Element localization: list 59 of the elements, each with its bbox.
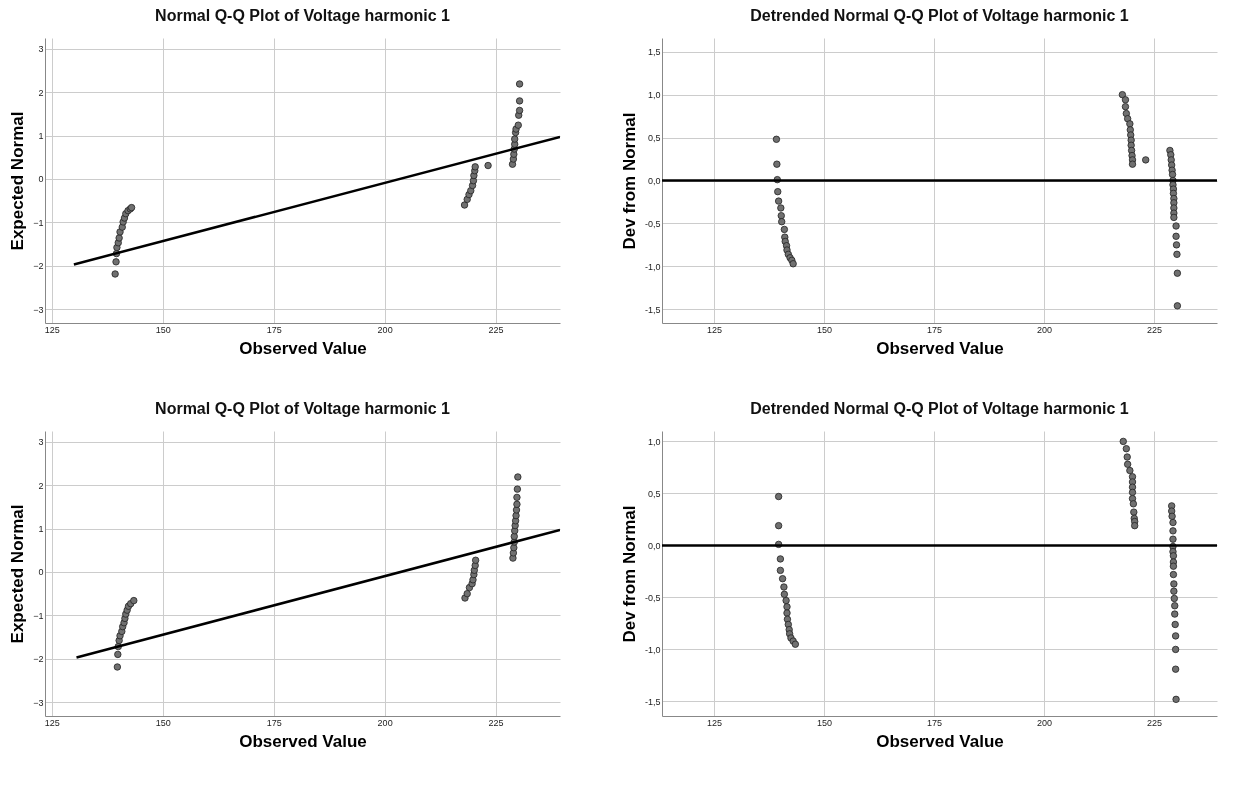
y-tick-label: -1,0 — [644, 644, 661, 655]
x-tick-label: 200 — [1037, 717, 1053, 728]
y-tick-label: 3 — [38, 437, 44, 448]
x-tick-label: 150 — [816, 717, 832, 728]
y-tick-label: −3 — [33, 697, 44, 708]
y-axis-title: Expected Normal — [8, 504, 28, 644]
x-tick-label: 125 — [706, 717, 722, 728]
y-tick-label: −3 — [33, 304, 44, 315]
y-tick-label: 0,5 — [647, 133, 661, 144]
y-tick-label: 0 — [38, 174, 44, 185]
x-axis-title: Observed Value — [876, 338, 1004, 358]
x-tick-label: 200 — [377, 324, 393, 335]
x-axis-title: Observed Value — [239, 731, 367, 751]
x-tick-label: 200 — [1037, 324, 1053, 335]
x-tick-label: 225 — [488, 324, 504, 335]
x-tick-label: 125 — [706, 324, 722, 335]
x-tick-label: 175 — [266, 324, 282, 335]
x-tick-label: 225 — [488, 717, 504, 728]
x-tick-label: 125 — [44, 324, 60, 335]
y-tick-label: 1,0 — [647, 90, 661, 101]
x-tick-label: 200 — [377, 717, 393, 728]
y-tick-label: -0,5 — [644, 592, 661, 603]
x-tick-label: 225 — [1147, 324, 1163, 335]
y-tick-label: 0,0 — [647, 176, 661, 186]
y-tick-label: −1 — [33, 610, 44, 621]
chart-title: Normal Q-Q Plot of Voltage harmonic 1 — [155, 400, 451, 417]
y-tick-label: 1,0 — [647, 436, 661, 447]
y-tick-label: -1,5 — [644, 304, 661, 315]
x-tick-label: 125 — [44, 717, 60, 728]
x-tick-label: 225 — [1147, 717, 1163, 728]
y-tick-label: 2 — [38, 480, 44, 491]
x-tick-label: 150 — [816, 324, 832, 335]
x-axis-title: Observed Value — [876, 731, 1004, 751]
x-tick-label: 150 — [155, 717, 171, 728]
y-tick-label: 2 — [38, 87, 44, 98]
y-tick-label: 0 — [38, 567, 44, 578]
chart-title: Detrended Normal Q-Q Plot of Voltage harmonic 1 — [750, 7, 1129, 24]
y-tick-label: -0,5 — [644, 218, 661, 229]
x-tick-label: 150 — [155, 324, 171, 335]
y-tick-label: −1 — [33, 217, 44, 228]
x-tick-label: 175 — [926, 324, 943, 335]
x-tick-label: 175 — [266, 717, 282, 728]
y-tick-label: 1 — [38, 524, 44, 535]
chart-title: Detrended Normal Q-Q Plot of Voltage harmonic 1 — [750, 400, 1129, 417]
y-tick-label: −2 — [33, 654, 44, 665]
y-axis-title: Expected Normal — [8, 111, 28, 251]
y-tick-label: −2 — [33, 261, 44, 272]
y-tick-label: -1,5 — [644, 696, 661, 707]
y-tick-label: 1,5 — [647, 47, 661, 58]
y-axis-title: Dev from Normal — [619, 112, 639, 250]
chart-title: Normal Q-Q Plot of Voltage harmonic 1 — [155, 7, 451, 24]
x-axis-title: Observed Value — [239, 338, 367, 358]
y-axis-title: Dev from Normal — [619, 505, 639, 643]
x-tick-label: 175 — [926, 717, 943, 728]
y-tick-label: 3 — [38, 44, 44, 55]
y-tick-label: 1 — [38, 131, 44, 142]
y-tick-label: 0,5 — [647, 488, 661, 499]
y-tick-label: 0,0 — [647, 540, 661, 551]
y-tick-label: -1,0 — [644, 261, 661, 272]
